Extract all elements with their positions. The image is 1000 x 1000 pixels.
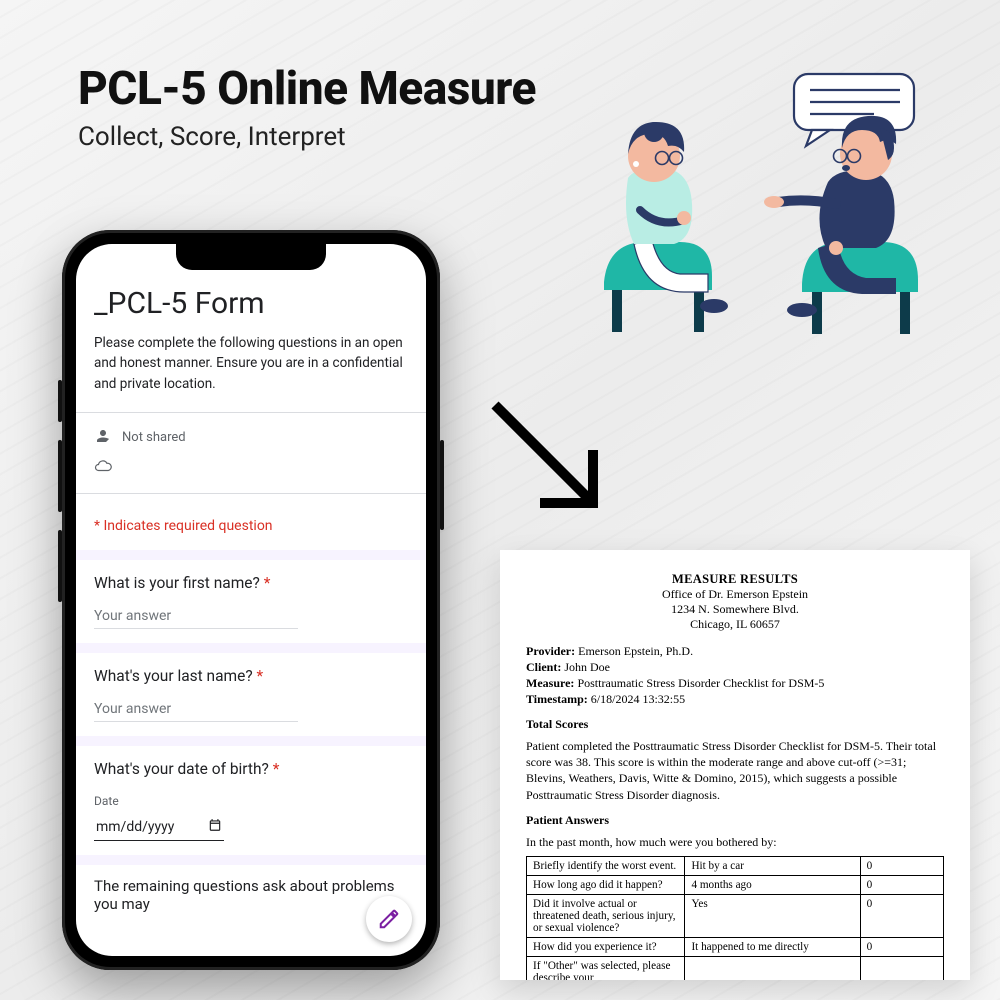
- doc-scores-para: Patient completed the Posttraumatic Stre…: [526, 738, 944, 803]
- first-name-input[interactable]: Your answer: [94, 608, 298, 629]
- date-sublabel: Date: [94, 794, 408, 808]
- doc-measure: Posttraumatic Stress Disorder Checklist …: [577, 676, 824, 690]
- flow-arrow-icon: [480, 390, 630, 540]
- doc-title: MEASURE RESULTS: [526, 572, 944, 587]
- doc-scores-heading: Total Scores: [526, 717, 944, 732]
- doc-addr2: Chicago, IL 60657: [526, 617, 944, 632]
- results-document: MEASURE RESULTS Office of Dr. Emerson Ep…: [500, 550, 970, 980]
- form-description: Please complete the following questions …: [94, 333, 408, 394]
- form-title: _PCL-5 Form: [94, 286, 408, 321]
- user-icon: [94, 427, 112, 449]
- edit-fab[interactable]: [366, 896, 412, 942]
- calendar-icon: [208, 818, 222, 836]
- page-subtitle: Collect, Score, Interpret: [78, 122, 536, 152]
- table-row: How long ago did it happen?4 months ago0: [527, 875, 944, 894]
- cloud-icon: [94, 457, 112, 479]
- doc-answers-heading: Patient Answers: [526, 813, 944, 828]
- doc-timestamp: 6/18/2024 13:32:55: [591, 692, 685, 706]
- phone-mockup: _PCL-5 Form Please complete the followin…: [62, 230, 440, 970]
- table-row: Briefly identify the worst event.Hit by …: [527, 856, 944, 875]
- question-last-name: What's your last name? * Your answer: [94, 653, 408, 728]
- doc-provider: Emerson Epstein, Ph.D.: [578, 644, 693, 658]
- table-row: How did you experience it?It happened to…: [527, 937, 944, 956]
- share-status: Not shared: [122, 430, 186, 445]
- cloud-status-row: [94, 453, 408, 483]
- doc-addr1: 1234 N. Somewhere Blvd.: [526, 602, 944, 617]
- doc-client: John Doe: [564, 660, 610, 674]
- table-row: If "Other" was selected, please describe…: [527, 956, 944, 980]
- question-first-name: What is your first name? * Your answer: [94, 560, 408, 635]
- table-row: Did it involve actual or threatened deat…: [527, 894, 944, 937]
- therapy-illustration: [584, 72, 944, 352]
- doc-answers-intro: In the past month, how much were you bot…: [526, 834, 944, 850]
- required-note: * Indicates required question: [94, 504, 408, 542]
- last-name-input[interactable]: Your answer: [94, 701, 298, 722]
- page-title: PCL-5 Online Measure: [78, 62, 536, 116]
- question-dob: What's your date of birth? * Date mm/dd/…: [94, 746, 408, 847]
- dob-input[interactable]: mm/dd/yyyy: [94, 814, 224, 841]
- form-continuation-text: The remaining questions ask about proble…: [94, 865, 408, 925]
- share-status-row: Not shared: [94, 423, 408, 453]
- answers-table: Briefly identify the worst event.Hit by …: [526, 856, 944, 980]
- doc-office: Office of Dr. Emerson Epstein: [526, 587, 944, 602]
